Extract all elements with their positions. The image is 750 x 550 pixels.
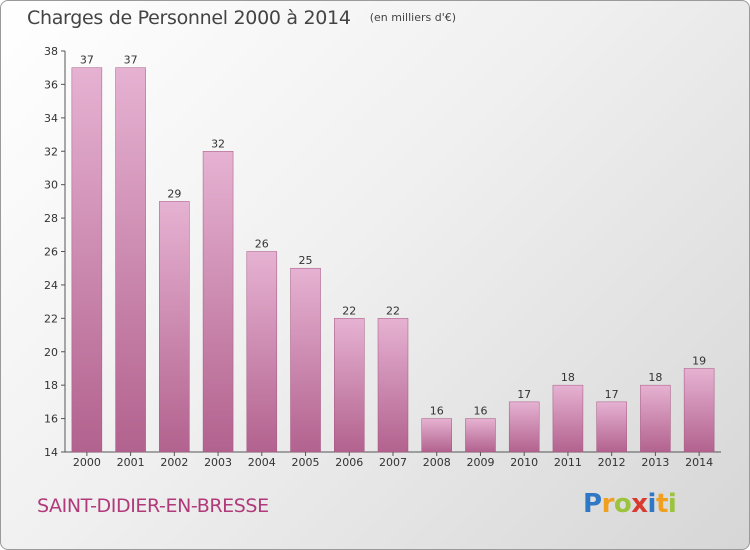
data-label: 17 xyxy=(605,388,619,401)
x-tick-label: 2011 xyxy=(554,456,582,469)
x-tick-label: 2014 xyxy=(685,456,713,469)
x-tick-label: 2012 xyxy=(598,456,626,469)
bar xyxy=(159,201,190,453)
y-tick-label: 20 xyxy=(44,346,58,359)
x-tick-label: 2007 xyxy=(379,456,407,469)
bar xyxy=(465,418,496,453)
data-label: 18 xyxy=(561,371,575,384)
y-tick-label: 14 xyxy=(44,446,58,459)
chart-title: Charges de Personnel 2000 à 2014 xyxy=(27,7,351,29)
x-tick-label: 2013 xyxy=(641,456,669,469)
title-row: Charges de Personnel 2000 à 2014 (en mil… xyxy=(27,7,456,29)
y-tick-label: 22 xyxy=(44,312,58,325)
x-tick-label: 2005 xyxy=(292,456,320,469)
y-tick-label: 24 xyxy=(44,279,58,292)
y-tick-label: 30 xyxy=(44,179,58,192)
bar xyxy=(290,267,321,453)
logo-letter: t xyxy=(655,489,668,519)
logo-letter: i xyxy=(667,489,677,519)
bar xyxy=(246,251,278,453)
bar xyxy=(683,368,715,453)
data-label: 29 xyxy=(167,187,181,200)
y-tick-label: 38 xyxy=(44,45,58,58)
x-tick-label: 2002 xyxy=(160,456,188,469)
x-tick-label: 2004 xyxy=(248,456,276,469)
x-tick-label: 2010 xyxy=(510,456,538,469)
proxiti-logo: Proxiti xyxy=(583,489,677,519)
data-label: 25 xyxy=(299,254,313,267)
logo-letter: o xyxy=(613,489,632,519)
data-label: 22 xyxy=(386,304,400,317)
bar xyxy=(115,67,146,453)
x-tick-label: 2006 xyxy=(335,456,363,469)
data-label: 16 xyxy=(473,405,487,418)
chart-subtitle: (en milliers d'€) xyxy=(369,11,457,24)
bar xyxy=(421,418,452,453)
y-tick-label: 32 xyxy=(44,145,58,158)
logo-letter: x xyxy=(631,489,648,519)
x-tick-label: 2001 xyxy=(117,456,145,469)
y-tick-label: 18 xyxy=(44,379,58,392)
bar xyxy=(640,384,671,453)
bar xyxy=(552,384,584,453)
data-label: 22 xyxy=(342,304,356,317)
data-label: 37 xyxy=(80,54,94,67)
bar xyxy=(71,67,103,453)
town-name: SAINT-DIDIER-EN-BRESSE xyxy=(37,495,269,517)
data-label: 16 xyxy=(430,405,444,418)
x-tick-label: 2009 xyxy=(466,456,494,469)
y-tick-label: 26 xyxy=(44,246,58,259)
bar xyxy=(596,401,627,453)
y-tick-label: 34 xyxy=(44,112,58,125)
logo-letter: P xyxy=(583,489,602,519)
bar xyxy=(202,151,234,453)
data-label: 26 xyxy=(255,238,269,251)
data-label: 18 xyxy=(648,371,662,384)
y-tick-label: 28 xyxy=(44,212,58,225)
y-tick-label: 36 xyxy=(44,78,58,91)
x-tick-label: 2003 xyxy=(204,456,232,469)
bar xyxy=(508,401,540,453)
logo-letter: r xyxy=(601,489,615,519)
x-tick-label: 2000 xyxy=(73,456,101,469)
bar xyxy=(377,318,409,453)
logo-letter: i xyxy=(647,489,657,519)
data-label: 19 xyxy=(692,354,706,367)
data-label: 37 xyxy=(124,54,138,67)
y-tick-label: 16 xyxy=(44,413,58,426)
x-tick-label: 2008 xyxy=(423,456,451,469)
data-label: 17 xyxy=(517,388,531,401)
bar xyxy=(334,318,365,453)
data-label: 32 xyxy=(211,137,225,150)
